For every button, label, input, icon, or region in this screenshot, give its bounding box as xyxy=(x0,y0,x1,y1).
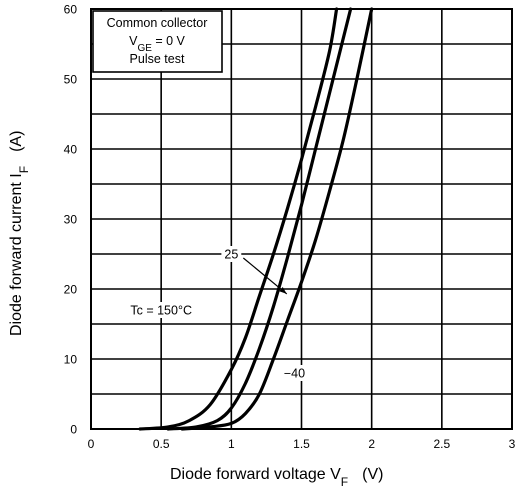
annotation-25-leader-line xyxy=(242,257,288,295)
y-tick-label: 50 xyxy=(64,73,78,87)
annotation-tc-150c: Tc = 150°C xyxy=(130,304,192,318)
grid-lines xyxy=(91,9,512,429)
x-tick-label: 2.5 xyxy=(433,437,450,451)
y-tick-label: 40 xyxy=(64,143,78,157)
x-axis-title: Diode forward voltage VF (V) xyxy=(170,466,383,489)
x-tick-label: 0 xyxy=(88,437,95,451)
series-curve-2 xyxy=(180,7,374,431)
annotation-minus-40: −40 xyxy=(284,367,305,381)
x-tick-labels: 0 0.5 1 1.5 2 2.5 3 xyxy=(88,437,515,451)
x-tick-label: 0.5 xyxy=(153,437,170,451)
y-tick-label: 60 xyxy=(64,3,78,17)
y-tick-label: 10 xyxy=(64,353,78,367)
series-curve-1 xyxy=(166,7,353,431)
legend-line-2: VGE = 0 V xyxy=(129,34,185,54)
legend-line-3: Pulse test xyxy=(130,52,185,66)
legend-box xyxy=(92,10,223,73)
annotation-25-arrowhead xyxy=(279,286,287,294)
annotation-minus40-background xyxy=(280,365,309,381)
x-tick-label: 1 xyxy=(228,437,235,451)
annotation-25: 25 xyxy=(224,248,238,262)
annotation-150c-background xyxy=(127,302,195,318)
y-tick-label: 0 xyxy=(70,423,77,437)
series-curve-0 xyxy=(138,7,339,431)
annotation-leader-lines xyxy=(242,257,288,295)
x-tick-label: 2 xyxy=(368,437,375,451)
x-tick-label: 3 xyxy=(509,437,515,451)
y-axis-title: Diode forward current IF(A) xyxy=(8,131,31,336)
y-tick-label: 30 xyxy=(64,213,78,227)
x-tick-label: 1.5 xyxy=(293,437,310,451)
legend: Common collector VGE = 0 V Pulse test xyxy=(92,10,223,73)
annotation-25-background xyxy=(221,246,242,262)
y-tick-label: 20 xyxy=(64,283,78,297)
data-curves xyxy=(138,7,374,431)
y-tick-labels: 0 10 20 30 40 50 60 xyxy=(64,3,78,437)
plot-frame xyxy=(90,8,513,430)
legend-line-1: Common collector xyxy=(107,16,208,30)
